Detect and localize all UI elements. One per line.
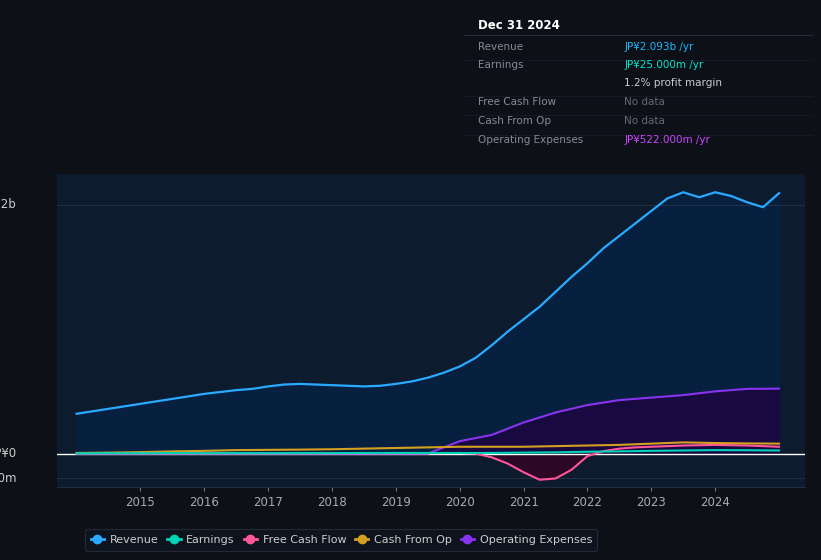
Text: Earnings: Earnings bbox=[478, 60, 523, 70]
Text: JP¥2.093b /yr: JP¥2.093b /yr bbox=[624, 42, 694, 52]
Text: Free Cash Flow: Free Cash Flow bbox=[478, 97, 556, 107]
Text: JP¥25.000m /yr: JP¥25.000m /yr bbox=[624, 60, 704, 70]
Legend: Revenue, Earnings, Free Cash Flow, Cash From Op, Operating Expenses: Revenue, Earnings, Free Cash Flow, Cash … bbox=[85, 529, 598, 550]
Text: JP¥522.000m /yr: JP¥522.000m /yr bbox=[624, 136, 710, 146]
Text: 1.2% profit margin: 1.2% profit margin bbox=[624, 78, 722, 87]
Text: Revenue: Revenue bbox=[478, 42, 523, 52]
Text: JP¥2b: JP¥2b bbox=[0, 198, 16, 211]
Text: No data: No data bbox=[624, 116, 665, 126]
Text: Cash From Op: Cash From Op bbox=[478, 116, 551, 126]
Text: -JP¥200m: -JP¥200m bbox=[0, 472, 16, 485]
Text: JP¥0: JP¥0 bbox=[0, 447, 16, 460]
Text: Operating Expenses: Operating Expenses bbox=[478, 136, 583, 146]
Text: No data: No data bbox=[624, 97, 665, 107]
Text: Dec 31 2024: Dec 31 2024 bbox=[478, 19, 560, 32]
